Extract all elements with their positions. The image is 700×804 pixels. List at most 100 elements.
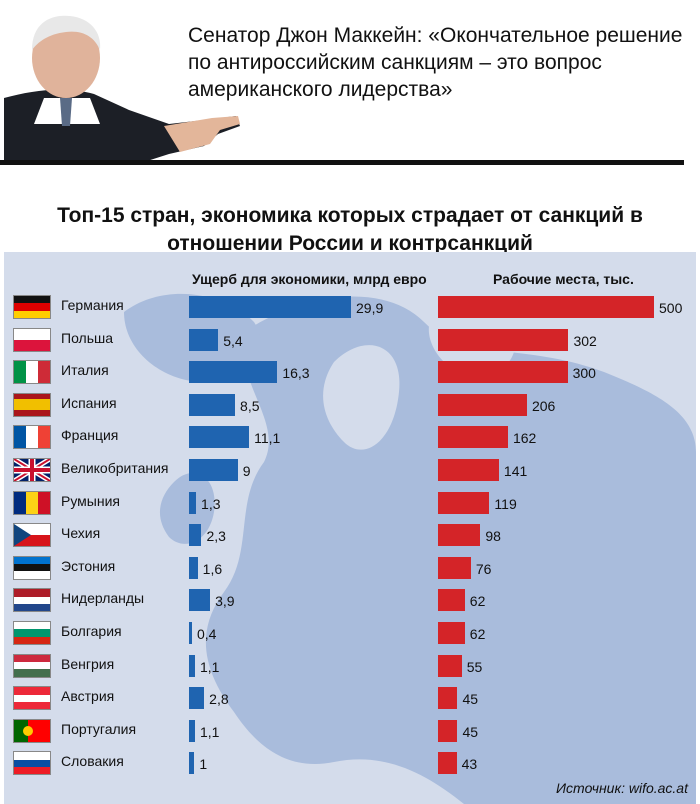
damage-value-label: 16,3 (282, 365, 310, 382)
jobs-bar (438, 426, 508, 449)
damage-bar (189, 687, 205, 710)
chart-row: Болгария 0,4 62 (0, 618, 700, 648)
chart-row: Нидерланды 3,9 62 (0, 585, 700, 615)
jobs-value-label: 141 (503, 463, 528, 479)
chart-row: Словакия 1 43 (0, 748, 700, 778)
country-flag-icon (13, 555, 51, 580)
damage-value-label: 8,5 (240, 397, 260, 414)
country-label: Венгрия (61, 655, 115, 672)
country-label: Германия (61, 297, 124, 313)
damage-bar (189, 393, 236, 416)
jobs-value-label: 206 (531, 397, 556, 414)
jobs-value-label: 98 (485, 528, 501, 545)
damage-value-label: 29,9 (356, 300, 384, 316)
damage-value-label: 1,1 (199, 723, 220, 740)
jobs-bar (438, 296, 654, 318)
jobs-bar (438, 687, 458, 710)
europe-map-background (4, 252, 696, 804)
jobs-value-label: 500 (659, 300, 683, 316)
country-flag-icon (13, 718, 51, 743)
country-flag-icon (13, 490, 51, 515)
jobs-bar (438, 393, 527, 416)
country-flag-icon (13, 458, 51, 482)
jobs-bar (438, 719, 458, 742)
jobs-bar (438, 524, 481, 547)
country-flag-icon (13, 360, 51, 385)
country-label: Великобритания (61, 460, 169, 476)
country-flag-icon (13, 653, 51, 678)
damage-bar (189, 654, 195, 677)
country-label: Нидерланды (61, 590, 145, 607)
damage-value-label: 1,1 (199, 658, 220, 675)
country-label: Португалия (61, 720, 137, 737)
country-flag-icon (13, 425, 51, 450)
jobs-value-label: 76 (475, 560, 492, 577)
damage-bar (189, 524, 202, 547)
country-label: Румыния (61, 492, 121, 509)
country-label: Италия (61, 362, 109, 379)
portrait-image (4, 15, 240, 162)
damage-bar (189, 426, 250, 449)
chart-row: Австрия 2,8 45 (0, 683, 700, 713)
damage-bar (189, 491, 197, 514)
country-label: Чехия (61, 525, 101, 542)
damage-value-label: 1,3 (201, 495, 221, 512)
source-note: Источник: wifo.ac.at (556, 780, 688, 796)
header-divider (0, 160, 684, 165)
jobs-value-label: 62 (469, 626, 486, 642)
damage-value-label: 1 (199, 756, 208, 773)
jobs-value-label: 62 (469, 593, 486, 610)
damage-bar (189, 296, 351, 318)
jobs-value-label: 45 (462, 691, 479, 708)
jobs-bar (438, 752, 457, 775)
damage-bar (189, 328, 219, 351)
jobs-bar (438, 328, 569, 351)
damage-bar (189, 752, 195, 775)
jobs-value-label: 300 (572, 365, 596, 382)
damage-bar (189, 589, 211, 612)
chart-row: Франция 11,1 162 (0, 422, 700, 452)
jobs-value-label: 55 (466, 658, 483, 675)
chart-row: Германия 29,9 500 (0, 292, 700, 322)
jobs-value-label: 45 (462, 723, 479, 740)
country-flag-icon (13, 686, 51, 711)
blue-series-header: Ущерб для экономики, млрд евро (192, 271, 427, 287)
jobs-bar (438, 491, 490, 514)
damage-bar (189, 361, 278, 384)
jobs-value-label: 119 (494, 495, 517, 512)
jobs-value-label: 162 (512, 430, 537, 447)
chart-row: Эстония 1,6 76 (0, 553, 700, 583)
damage-bar (189, 622, 192, 644)
country-label: Испания (61, 394, 117, 411)
damage-value-label: 2,8 (209, 691, 229, 708)
country-label: Австрия (61, 688, 115, 705)
country-flag-icon (13, 751, 51, 776)
damage-value-label: 3,9 (215, 593, 235, 610)
damage-value-label: 2,3 (206, 528, 226, 545)
chart-row: Румыния 1,3 119 (0, 488, 700, 518)
jobs-value-label: 302 (573, 332, 597, 349)
damage-bar (189, 719, 195, 742)
damage-value-label: 5,4 (223, 332, 243, 349)
jobs-bar (438, 556, 471, 579)
country-label: Болгария (61, 623, 122, 639)
chart-row: Великобритания 9 141 (0, 455, 700, 485)
damage-value-label: 11,1 (254, 430, 281, 447)
chart-row: Испания 8,5 206 (0, 390, 700, 420)
country-label: Словакия (61, 753, 124, 770)
damage-value-label: 9 (242, 463, 251, 479)
chart-row: Венгрия 1,1 55 (0, 651, 700, 681)
chart-row: Италия 16,3 300 (0, 357, 700, 387)
country-label: Эстония (61, 557, 116, 574)
jobs-value-label: 43 (461, 756, 478, 773)
header: Сенатор Джон Маккейн: «Окончательное реш… (0, 0, 700, 166)
country-flag-icon (13, 327, 51, 352)
country-label: Франция (61, 427, 119, 444)
country-flag-icon (13, 295, 51, 319)
damage-bar (189, 556, 198, 579)
jobs-bar (438, 361, 568, 384)
jobs-bar (438, 459, 499, 481)
jobs-bar (438, 589, 465, 612)
damage-value-label: 1,6 (202, 560, 223, 577)
chart-title: Топ-15 стран, экономика которых страдает… (57, 204, 643, 255)
